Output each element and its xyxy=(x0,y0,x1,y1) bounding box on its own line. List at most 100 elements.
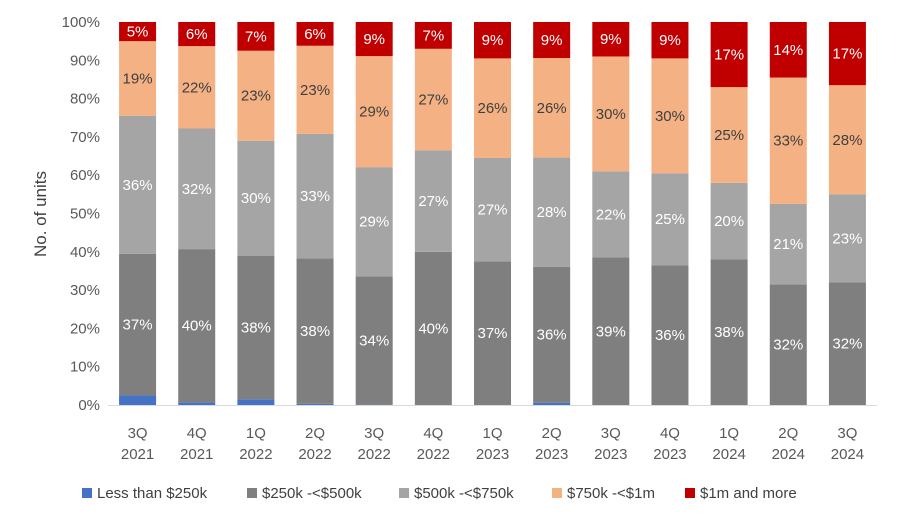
data-label: 34% xyxy=(359,332,389,349)
data-label: 26% xyxy=(477,100,507,117)
data-label: 30% xyxy=(241,190,271,207)
bar-stack: 36% 28% 26% 9% xyxy=(533,22,570,405)
legend-item: $500k -<$750k xyxy=(399,485,514,502)
x-tick-label: 2023 xyxy=(594,446,627,463)
x-axis: 3Q 2021 4Q 2021 1Q 2022 2Q 2022 3Q 2022 4Q 2022 1Q 20… xyxy=(108,406,877,464)
x-tick-label: 1Q xyxy=(719,425,739,442)
x-tick-label: 2024 xyxy=(831,446,864,463)
data-label: 19% xyxy=(123,70,153,87)
bars: 37%36%19%5%40%32%22%6%38%30%23%7%38%33%2… xyxy=(119,22,866,405)
legend-swatch xyxy=(685,488,695,498)
data-label: 28% xyxy=(832,132,862,149)
data-label: 20% xyxy=(714,213,744,230)
data-label: 28% xyxy=(537,204,567,221)
data-label: 32% xyxy=(773,337,803,354)
x-tick-label: 3Q xyxy=(837,425,857,442)
data-label: 36% xyxy=(537,327,567,344)
data-label: 36% xyxy=(123,177,153,194)
data-label: 32% xyxy=(832,336,862,353)
data-label: 17% xyxy=(714,47,744,64)
x-tick-label: 3Q xyxy=(601,425,621,442)
bar-stack: 36%25%30%9% xyxy=(651,22,688,405)
data-label: 23% xyxy=(832,230,862,247)
data-label: 33% xyxy=(773,133,803,150)
x-tick-label: 2Q xyxy=(305,425,325,442)
legend-item: $1m and more xyxy=(685,485,797,502)
data-label: 14% xyxy=(773,42,803,59)
data-label: 9% xyxy=(600,31,622,48)
bar-segment xyxy=(237,399,274,405)
x-tick-label: 2022 xyxy=(417,446,450,463)
x-tick-label: 4Q xyxy=(660,425,680,442)
x-tick-label: 2023 xyxy=(653,446,686,463)
x-tick-label: 2Q xyxy=(778,425,798,442)
data-label: 6% xyxy=(186,26,208,43)
data-label: 27% xyxy=(418,193,448,210)
y-tick-label: 10% xyxy=(70,359,100,376)
y-tick-label: 70% xyxy=(70,129,100,146)
legend-item: $250k -<$500k xyxy=(247,485,362,502)
data-label: 9% xyxy=(541,32,563,49)
x-tick-label: 2022 xyxy=(358,446,391,463)
x-tick-label: 2021 xyxy=(180,446,213,463)
bar-stack: 38%33%23%6% xyxy=(297,22,334,405)
data-label: 21% xyxy=(773,236,803,253)
x-tick-label: 2023 xyxy=(476,446,509,463)
data-label: 9% xyxy=(482,32,504,49)
legend-label: Less than $250k xyxy=(97,485,208,502)
x-tick-label: 2024 xyxy=(772,446,805,463)
x-tick-label: 2023 xyxy=(535,446,568,463)
x-tick-label: 4Q xyxy=(187,425,207,442)
bar-segment xyxy=(178,402,215,405)
x-tick-label: 2021 xyxy=(121,446,154,463)
y-axis-title: No. of units xyxy=(31,171,50,257)
x-tick-label: 3Q xyxy=(128,425,148,442)
x-tick-label: 1Q xyxy=(246,425,266,442)
data-label: 9% xyxy=(363,31,385,48)
data-label: 7% xyxy=(423,27,445,44)
x-tick-label: 2Q xyxy=(542,425,562,442)
bar-stack: 38%30%23%7% xyxy=(237,22,274,405)
data-label: 23% xyxy=(241,88,271,105)
legend-swatch xyxy=(247,488,257,498)
bar-stack: 34%29%29%9% xyxy=(356,22,393,405)
bar-stack: 37%36%19%5% xyxy=(119,22,156,405)
y-tick-label: 80% xyxy=(70,91,100,108)
bar-stack: 37%27%26%9% xyxy=(474,22,511,405)
bar-stack: 40%32%22%6% xyxy=(178,22,215,405)
x-tick-label: 2024 xyxy=(712,446,745,463)
data-label: 25% xyxy=(655,211,685,228)
bar-stack: 32%23%28%17% xyxy=(829,22,866,405)
legend-label: $500k -<$750k xyxy=(414,485,514,502)
data-label: 40% xyxy=(182,318,212,335)
y-tick-label: 60% xyxy=(70,167,100,184)
x-tick-label: 3Q xyxy=(364,425,384,442)
data-label: 26% xyxy=(537,100,567,117)
data-label: 36% xyxy=(655,327,685,344)
bar-stack: 39% 22% 30% 9% xyxy=(592,22,629,405)
data-label: 37% xyxy=(477,325,507,342)
x-tick-label: 1Q xyxy=(482,425,502,442)
y-tick-label: 20% xyxy=(70,320,100,337)
legend-swatch xyxy=(552,488,562,498)
data-label: 30% xyxy=(655,108,685,125)
legend-item: Less than $250k xyxy=(82,485,208,502)
legend-swatch xyxy=(82,488,92,498)
bar-segment xyxy=(297,404,334,405)
data-label: 30% xyxy=(596,106,626,123)
data-label: 27% xyxy=(418,92,448,109)
x-tick-label: 4Q xyxy=(423,425,443,442)
data-label: 29% xyxy=(359,104,389,121)
bar-stack: 32% 21% 33% 14% xyxy=(770,22,807,405)
data-label: 22% xyxy=(596,206,626,223)
data-label: 40% xyxy=(418,320,448,337)
data-label: 37% xyxy=(123,317,153,334)
data-label: 38% xyxy=(300,323,330,340)
x-tick-label: 2022 xyxy=(239,446,272,463)
legend: Less than $250k $250k -<$500k $500k -<$750… xyxy=(82,485,797,502)
data-label: 38% xyxy=(241,319,271,336)
data-label: 39% xyxy=(596,323,626,340)
x-tick-label: 2022 xyxy=(298,446,331,463)
